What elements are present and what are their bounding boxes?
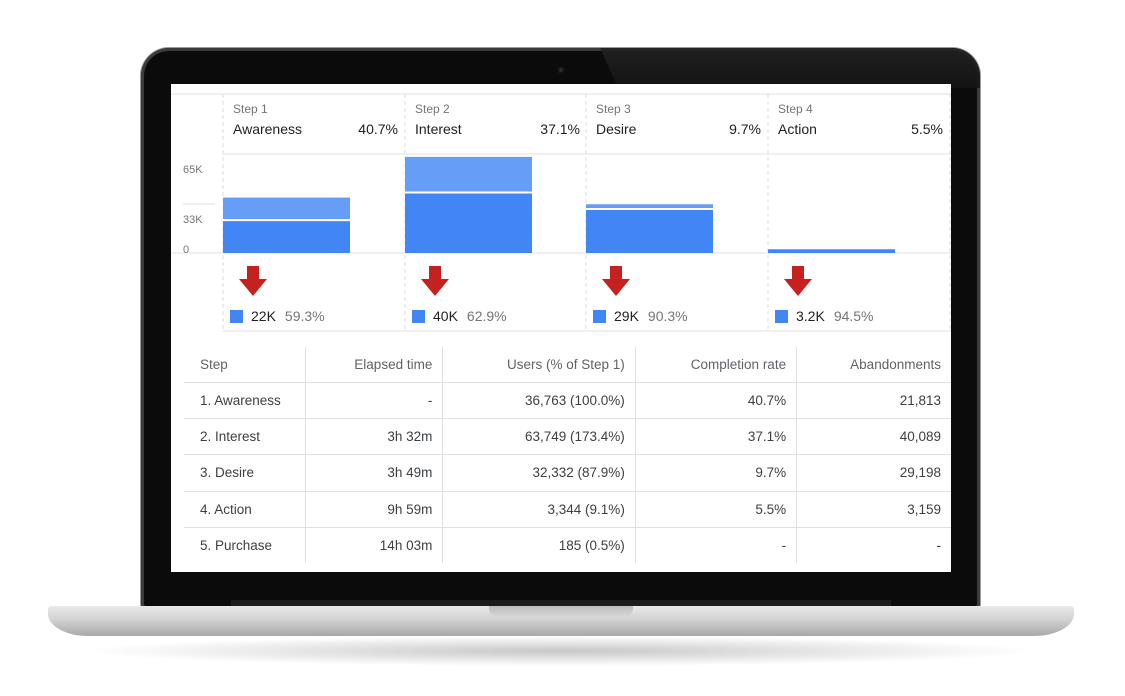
abandonment-label-step-4: 3.2K 94.5% (775, 308, 874, 324)
step-header-2: Step 2 Interest 37.1% (415, 102, 580, 137)
cell-elapsed-time: 3h 32m (304, 418, 443, 455)
cell-completion-rate: 37.1% (634, 418, 797, 455)
cell-step: 2. Interest (184, 418, 306, 455)
abandonment-rate: 90.3% (647, 308, 688, 324)
step-header-1: Step 1 Awareness 40.7% (233, 102, 398, 137)
laptop-hinge (231, 600, 891, 606)
step-number: Step 3 (596, 102, 631, 116)
step-number: Step 1 (233, 102, 268, 116)
step-number: Step 4 (778, 102, 813, 116)
legend-swatch (775, 309, 788, 323)
cell-users: 3,344 (9.1%) (442, 490, 636, 528)
screen: 65K 33K 0 Step 1 Awareness 40.7% 22K 59.3% Step … (171, 84, 951, 572)
abandonment-label-step-2: 40K 62.9% (412, 308, 507, 324)
legend-swatch (412, 309, 425, 323)
abandonment-rate: 59.3% (284, 308, 325, 324)
table-row: 2. Interest 3h 32m 63,749 (173.4%) 37.1% 40,… (184, 418, 951, 455)
abandonment-count: 3.2K (796, 308, 825, 324)
arrow-down-icon (239, 266, 267, 296)
step-title-row: Awareness 40.7% (233, 121, 398, 137)
step-title-row: Action 5.5% (778, 121, 943, 137)
cell-step: 5. Purchase (184, 526, 306, 563)
table-row: 3. Desire 3h 49m 32,332 (87.9%) 9.7% 29,198 (184, 454, 951, 492)
column-header-abandonments: Abandonments (796, 347, 951, 383)
column-header-elapsed-time: Elapsed time (304, 347, 443, 383)
legend-swatch (230, 309, 243, 323)
cell-completion-rate: 40.7% (634, 381, 797, 419)
cell-step: 4. Action (184, 490, 306, 528)
step-completion-rate: 5.5% (911, 121, 943, 137)
funnel-chart-svg (171, 93, 951, 332)
bar-continued-step-2 (405, 156, 532, 193)
column-header-completion-rate: Completion rate (634, 347, 797, 383)
table-row: 5. Purchase 14h 03m 185 (0.5%) - - (184, 526, 951, 563)
step-header-4: Step 4 Action 5.5% (778, 102, 943, 137)
step-title-row: Desire 9.7% (596, 121, 761, 137)
step-completion-rate: 9.7% (729, 121, 761, 137)
y-tick-label: 0 (183, 244, 190, 256)
table-row: 4. Action 9h 59m 3,344 (9.1%) 5.5% 3,159 (184, 490, 951, 528)
abandonment-label-step-1: 22K 59.3% (230, 308, 325, 324)
arrow-down-icon (784, 266, 812, 296)
step-name: Desire (596, 121, 637, 137)
step-title-row: Interest 37.1% (415, 121, 580, 137)
lid-glare (600, 48, 980, 88)
y-tick-label: 33K (183, 214, 203, 226)
cell-completion-rate: 5.5% (634, 490, 797, 528)
arrow-down-icon (421, 266, 449, 296)
laptop-shadow (80, 636, 1040, 666)
abandonment-count: 22K (251, 308, 276, 324)
bar-abandoned-step-4 (768, 248, 895, 253)
abandonment-label-step-3: 29K 90.3% (593, 308, 688, 324)
funnel-table: Step Elapsed time Users (% of Step 1) Co… (184, 347, 951, 563)
bar-continued-step-1 (223, 197, 350, 221)
arrow-down-icon (602, 266, 630, 296)
step-number: Step 2 (415, 102, 450, 116)
funnel-table-container: Step Elapsed time Users (% of Step 1) Co… (184, 347, 951, 563)
y-tick-label: 65K (183, 164, 203, 176)
abandonment-rate: 94.5% (833, 308, 874, 324)
step-header-3: Step 3 Desire 9.7% (596, 102, 761, 137)
bar-abandoned-step-3 (586, 208, 713, 253)
laptop-base-notch (489, 606, 633, 618)
cell-users: 63,749 (173.4%) (442, 418, 636, 455)
cell-abandonments: 40,089 (796, 418, 951, 455)
step-completion-rate: 40.7% (358, 121, 398, 137)
cell-step: 3. Desire (184, 454, 306, 492)
camera-icon (557, 66, 565, 74)
step-name: Interest (415, 121, 462, 137)
cell-users: 32,332 (87.9%) (442, 454, 636, 492)
legend-swatch (593, 309, 606, 323)
abandonment-count: 40K (433, 308, 458, 324)
cell-elapsed-time: - (304, 381, 443, 419)
cell-elapsed-time: 3h 49m (304, 454, 443, 492)
cell-completion-rate: 9.7% (634, 454, 797, 492)
abandonment-rate: 62.9% (466, 308, 507, 324)
funnel-chart: 65K 33K 0 Step 1 Awareness 40.7% 22K 59.3% Step … (171, 84, 951, 332)
table-header-row: Step Elapsed time Users (% of Step 1) Co… (184, 347, 951, 383)
column-header-step: Step (200, 357, 228, 372)
column-header-users: Users (% of Step 1) (442, 347, 636, 383)
cell-abandonments: 21,813 (796, 381, 951, 419)
cell-abandonments: 29,198 (796, 454, 951, 492)
bar-abandoned-step-2 (405, 192, 532, 253)
step-name: Awareness (233, 121, 303, 137)
cell-completion-rate: - (634, 526, 797, 563)
cell-abandonments: 3,159 (796, 490, 951, 528)
bar-abandoned-step-1 (223, 220, 350, 253)
table-row: 1. Awareness -36,763 (100.0%) 40.7% 21,813 (184, 381, 951, 419)
step-name: Action (778, 121, 817, 137)
cell-users: 36,763 (100.0%) (442, 381, 636, 419)
cell-abandonments: - (796, 526, 951, 563)
abandonment-count: 29K (614, 308, 639, 324)
step-completion-rate: 37.1% (540, 121, 580, 137)
bar-continued-step-3 (586, 204, 713, 209)
cell-users: 185 (0.5%) (442, 526, 636, 563)
cell-step: 1. Awareness (184, 381, 306, 419)
cell-elapsed-time: 14h 03m (304, 526, 443, 563)
cell-elapsed-time: 9h 59m (304, 490, 443, 528)
